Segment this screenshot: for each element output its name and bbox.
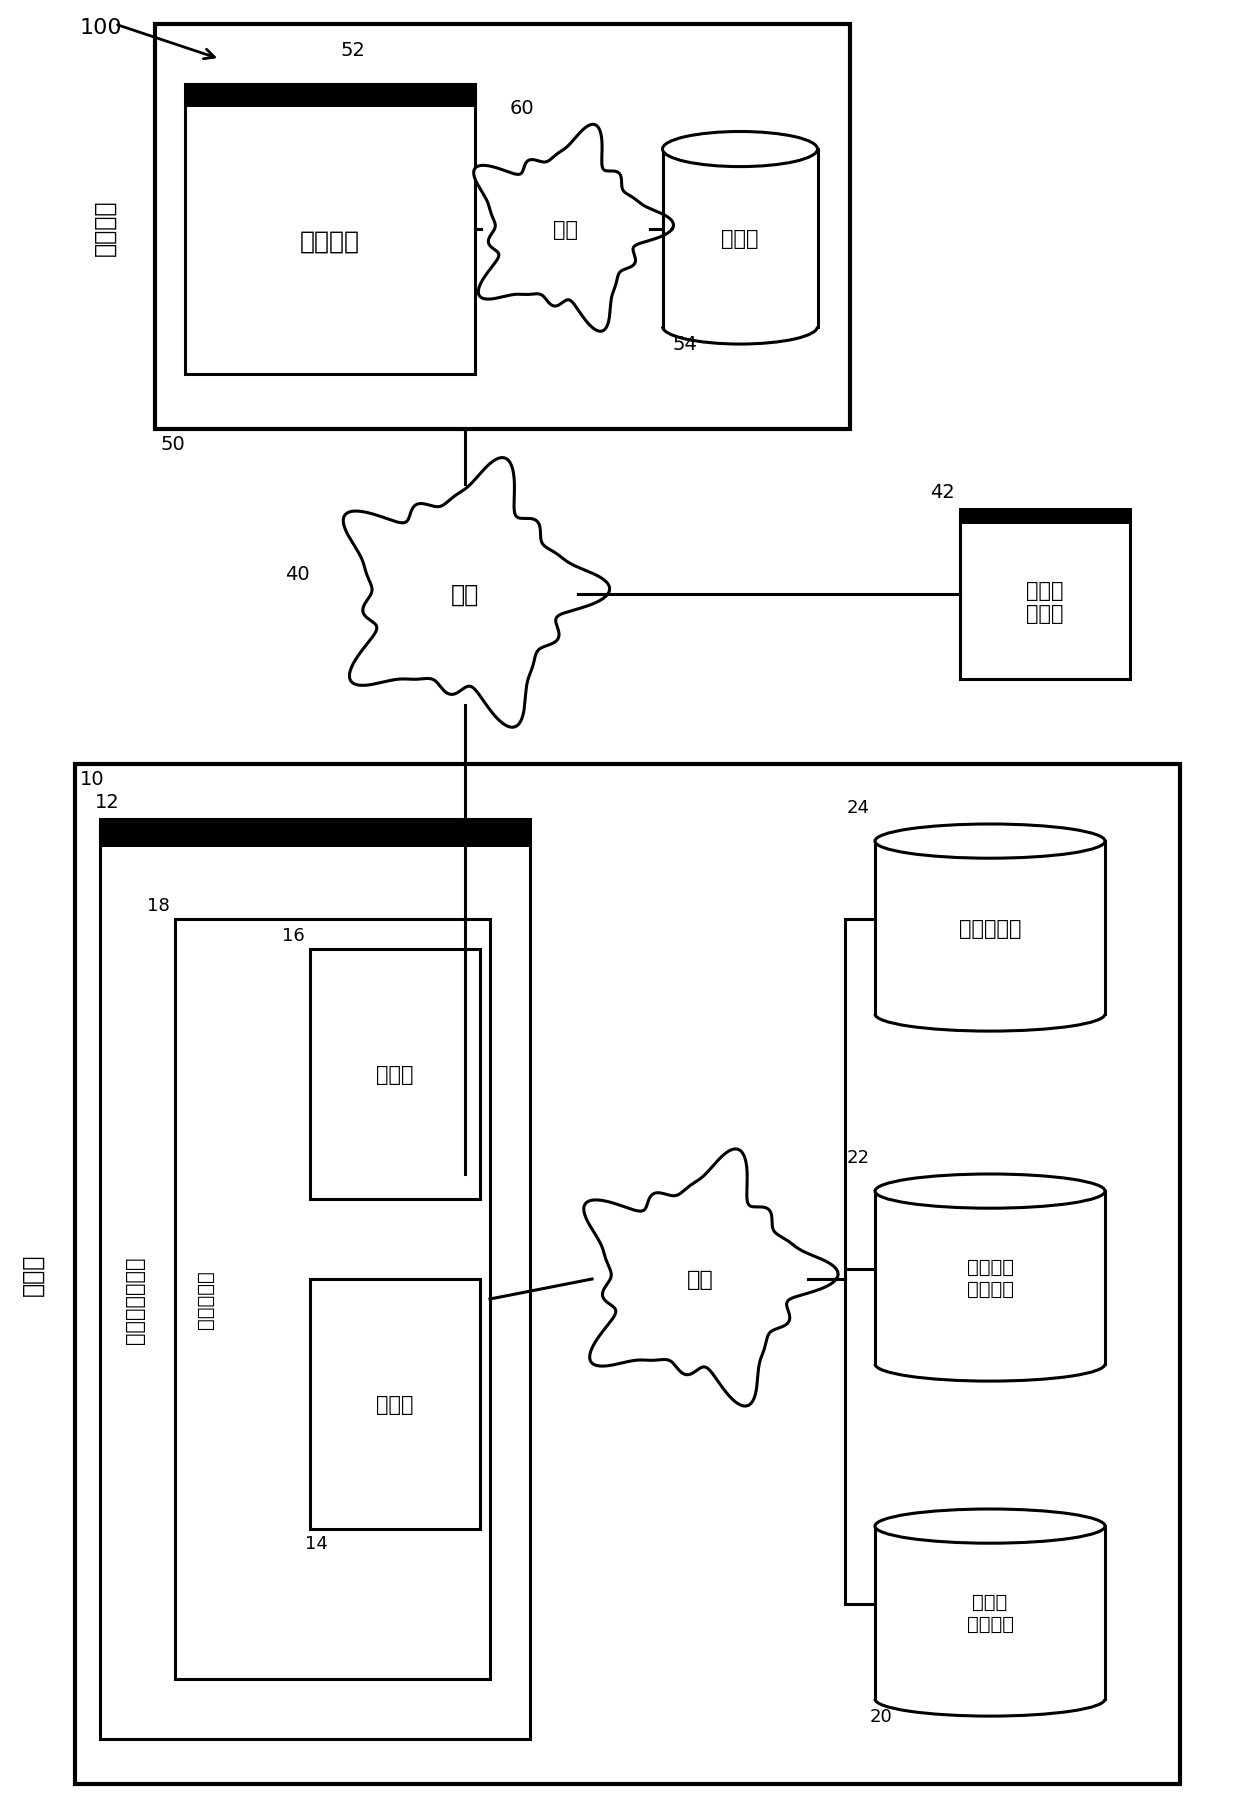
Text: 计算装置: 计算装置	[300, 229, 360, 253]
Text: 处理器: 处理器	[376, 1395, 414, 1415]
Text: 100: 100	[81, 18, 123, 38]
Text: 远程计
算装置: 远程计 算装置	[1027, 580, 1064, 623]
Text: 52: 52	[340, 42, 365, 60]
Text: 40: 40	[285, 566, 310, 584]
Text: 16: 16	[283, 927, 305, 945]
FancyBboxPatch shape	[185, 85, 475, 108]
Text: 医疗设备: 医疗设备	[93, 199, 117, 255]
Text: 网络: 网络	[553, 220, 578, 240]
Text: 数据库: 数据库	[722, 229, 759, 249]
FancyBboxPatch shape	[74, 764, 1180, 1784]
Text: 18: 18	[148, 896, 170, 914]
FancyBboxPatch shape	[310, 1279, 480, 1529]
Text: 12: 12	[95, 793, 120, 811]
Polygon shape	[474, 125, 673, 332]
Polygon shape	[584, 1149, 838, 1406]
FancyBboxPatch shape	[662, 150, 817, 309]
Text: 外科计划服务器: 外科计划服务器	[125, 1256, 145, 1343]
FancyBboxPatch shape	[875, 1527, 1105, 1682]
Text: 20: 20	[870, 1708, 893, 1726]
FancyBboxPatch shape	[175, 920, 490, 1679]
Text: 22: 22	[847, 1149, 870, 1166]
Ellipse shape	[875, 1509, 1105, 1543]
Text: 60: 60	[510, 98, 534, 117]
Text: 供应商: 供应商	[21, 1252, 45, 1296]
Text: 数据存储器: 数据存储器	[196, 1270, 215, 1328]
Ellipse shape	[662, 132, 817, 168]
Text: 外科优选
项数据库: 外科优选 项数据库	[966, 1258, 1013, 1299]
FancyBboxPatch shape	[875, 1191, 1105, 1348]
Text: 外科手
术数据库: 外科手 术数据库	[966, 1592, 1013, 1634]
Text: 24: 24	[847, 799, 870, 817]
Text: 网络: 网络	[687, 1269, 713, 1288]
Text: 30: 30	[605, 1236, 627, 1254]
Text: 42: 42	[930, 482, 955, 502]
FancyBboxPatch shape	[185, 85, 475, 374]
Ellipse shape	[875, 824, 1105, 858]
Text: 10: 10	[81, 770, 104, 788]
Text: 14: 14	[305, 1534, 327, 1552]
Text: 手术视频库: 手术视频库	[959, 918, 1022, 938]
FancyBboxPatch shape	[100, 820, 529, 1738]
FancyBboxPatch shape	[155, 25, 849, 430]
Text: 50: 50	[160, 435, 185, 454]
FancyBboxPatch shape	[960, 510, 1130, 526]
Text: 网络: 网络	[451, 582, 479, 607]
Polygon shape	[343, 459, 610, 728]
Text: 存储器: 存储器	[376, 1064, 414, 1084]
FancyBboxPatch shape	[875, 842, 1105, 997]
FancyBboxPatch shape	[310, 949, 480, 1200]
Text: 54: 54	[672, 336, 697, 354]
FancyBboxPatch shape	[960, 510, 1130, 679]
Ellipse shape	[875, 1175, 1105, 1209]
FancyBboxPatch shape	[100, 820, 529, 847]
